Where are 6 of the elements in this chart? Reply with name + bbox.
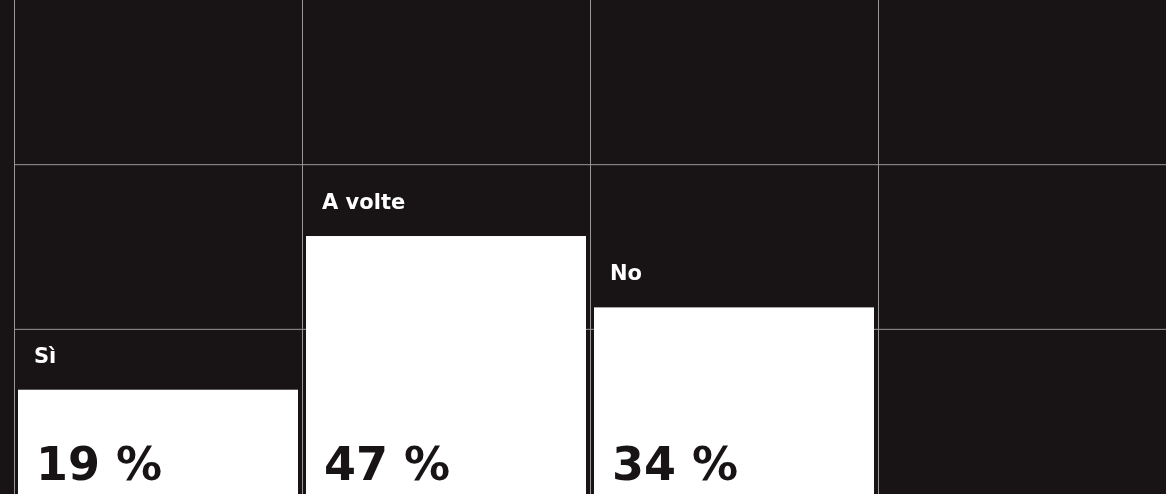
x-tick-label: No: [610, 261, 643, 286]
data-label: 19 %: [36, 437, 163, 491]
data-label: 34 %: [612, 437, 739, 491]
x-tick-label: A volte: [322, 190, 406, 215]
data-label: 47 %: [324, 437, 451, 491]
x-tick-label: Sì: [34, 343, 57, 368]
